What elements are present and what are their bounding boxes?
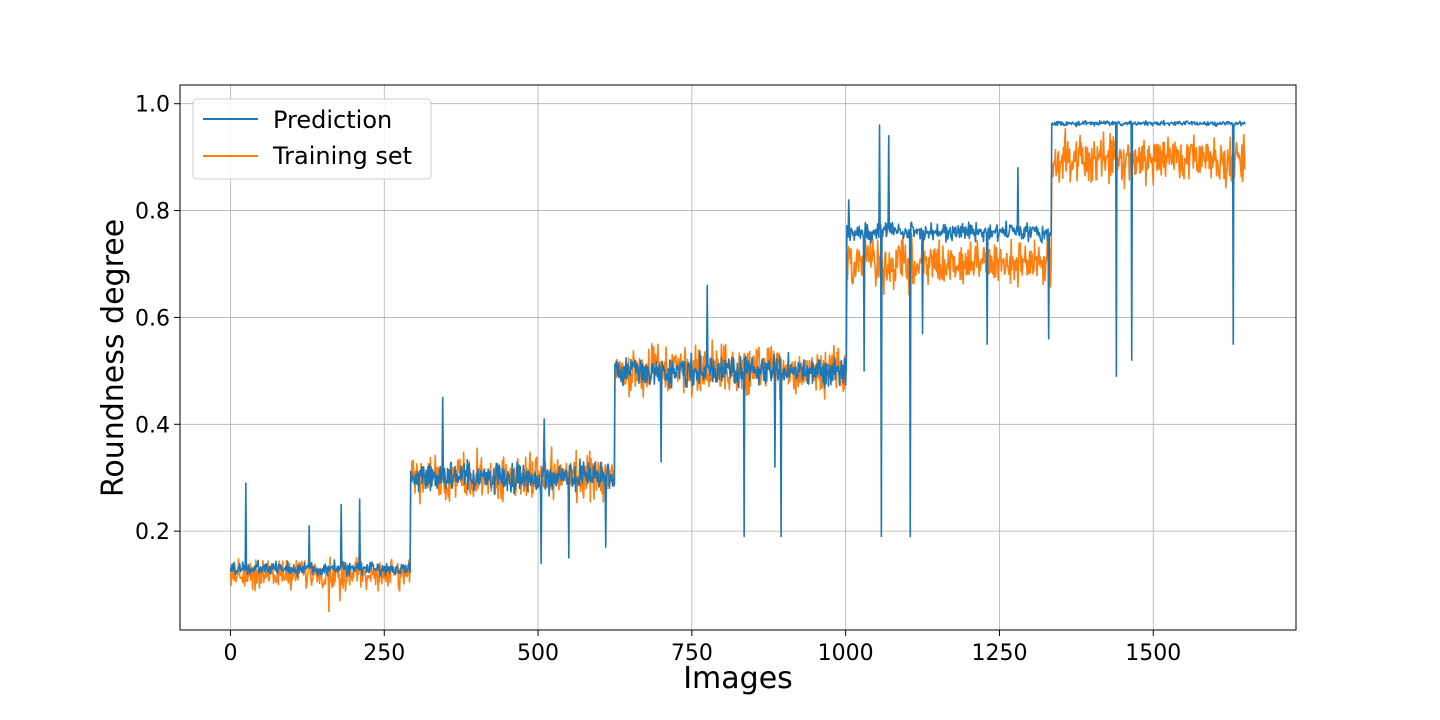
x-axis-ticks: 0 250 500 750 1000 1250 1500 bbox=[223, 630, 1181, 666]
x-tick-label: 500 bbox=[517, 641, 559, 666]
x-tick-label: 0 bbox=[223, 641, 237, 666]
y-axis-label: Roundness degree bbox=[96, 219, 131, 497]
y-tick-label: 1.0 bbox=[135, 93, 170, 118]
legend-label-prediction: Prediction bbox=[273, 106, 392, 134]
x-tick-label: 250 bbox=[363, 641, 405, 666]
x-tick-label: 1250 bbox=[971, 641, 1027, 666]
x-tick-label: 1000 bbox=[818, 641, 874, 666]
y-tick-label: 0.4 bbox=[135, 413, 170, 438]
y-axis-ticks: 0.2 0.4 0.6 0.8 1.0 bbox=[135, 93, 180, 545]
legend: Prediction Training set bbox=[192, 98, 432, 180]
y-tick-label: 0.6 bbox=[135, 306, 170, 331]
y-tick-label: 0.2 bbox=[135, 520, 170, 545]
series-line-prediction bbox=[229, 119, 1246, 578]
y-tick-label: 0.8 bbox=[135, 200, 170, 225]
plot-frame bbox=[179, 84, 1297, 631]
x-tick-label: 1500 bbox=[1125, 641, 1181, 666]
x-axis-label: Images bbox=[683, 661, 793, 696]
legend-label-training-set: Training set bbox=[272, 142, 412, 170]
x-tick-label: 750 bbox=[671, 641, 713, 666]
series-lines bbox=[229, 119, 1246, 613]
